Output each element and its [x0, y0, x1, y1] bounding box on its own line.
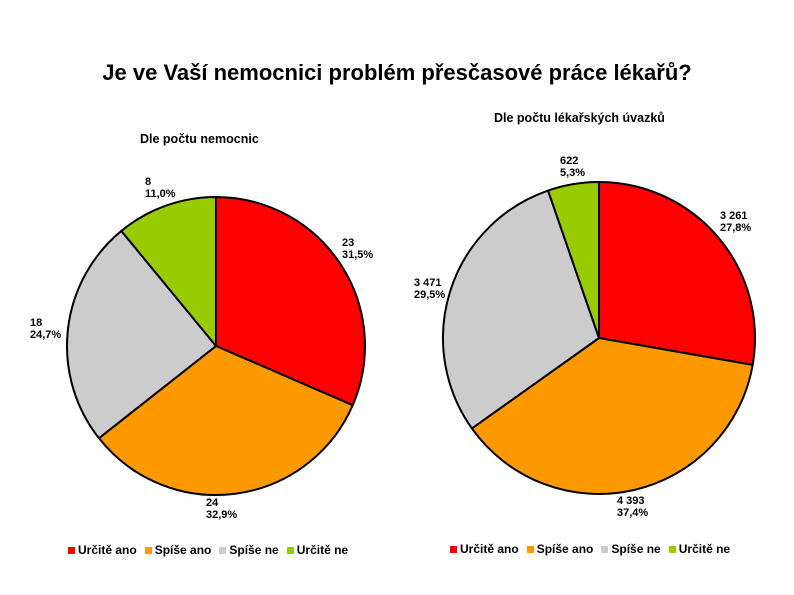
legend-label: Určitě ne — [678, 542, 731, 556]
chart-right-percent-spise-ano: 37,4% — [617, 507, 649, 519]
legend-item: Spíše ano — [144, 543, 212, 557]
chart-left-value-urcite-ne: 8 — [145, 176, 152, 188]
chart-right-label-spise-ano: 4 393 37,4% — [617, 495, 648, 519]
chart-right-label-spise-ne: 3 471 29,5% — [414, 277, 445, 301]
chart-right-value-spise-ano: 4 393 — [617, 495, 645, 507]
chart-left-legend: Určitě ano Spíše ano Spíše ne Určitě ne — [68, 543, 348, 557]
legend-label: Spíše ne — [611, 542, 661, 556]
chart-left-label-urcite-ne: 8 11,0% — [145, 176, 176, 200]
chart-right-slice-spise-ne — [442, 189, 600, 430]
chart-left-label-spise-ne: 18 24,7% — [30, 317, 61, 341]
legend-label: Spíše ano — [536, 542, 594, 556]
chart-right-title: Dle počtu lékařských úvazků — [494, 111, 665, 125]
legend-swatch-orange — [144, 546, 152, 554]
chart-left-title: Dle počtu nemocnic — [140, 132, 259, 146]
legend-item: Určitě ne — [668, 542, 731, 556]
legend-label: Určitě ne — [296, 543, 349, 557]
chart-right-label-urcite-ano: 3 261 27,8% — [720, 210, 751, 234]
page-title: Je ve Vaší nemocnici problém přesčasové … — [102, 60, 692, 85]
chart-left-value-spise-ano: 24 — [206, 497, 219, 509]
chart-left-label-spise-ano: 24 32,9% — [206, 497, 237, 521]
chart-left-slice-urcite-ano — [215, 196, 366, 407]
chart-left-percent-urcite-ne: 11,0% — [145, 188, 176, 200]
legend-swatch-gray — [219, 546, 227, 554]
chart-right-value-urcite-ano: 3 261 — [720, 210, 748, 222]
chart-right-legend: Určitě ano Spíše ano Spíše ne Určitě ne — [450, 542, 730, 556]
chart-left-slice-urcite-ne — [120, 196, 217, 347]
legend-item: Spíše ne — [601, 542, 661, 556]
legend-item: Spíše ne — [219, 543, 279, 557]
chart-right-value-spise-ne: 3 471 — [414, 277, 442, 289]
chart-left-percent-spise-ano: 32,9% — [206, 509, 238, 521]
chart-right-percent-spise-ne: 29,5% — [414, 289, 446, 301]
chart-left-percent-urcite-ano: 31,5% — [342, 249, 374, 261]
chart-left-value-urcite-ano: 23 — [342, 237, 355, 249]
chart-left-slice-spise-ne — [66, 229, 217, 440]
legend-label: Určitě ano — [460, 542, 519, 556]
legend-swatch-gray — [601, 545, 609, 553]
legend-swatch-green — [286, 546, 294, 554]
legend-swatch-green — [668, 545, 676, 553]
chart-right-slice-urcite-ano — [598, 181, 756, 366]
legend-swatch-orange — [526, 545, 534, 553]
legend-item: Spíše ano — [526, 542, 594, 556]
legend-label: Určitě ano — [78, 543, 137, 557]
chart-right-label-urcite-ne: 622 5,3% — [560, 155, 585, 179]
chart-left-percent-spise-ne: 24,7% — [30, 329, 62, 341]
legend-swatch-red — [68, 546, 75, 554]
chart-right-percent-urcite-ne: 5,3% — [560, 167, 586, 179]
chart-right-percent-urcite-ano: 27,8% — [720, 222, 752, 234]
chart-right-value-urcite-ne: 622 — [560, 155, 579, 167]
chart-right-slice-spise-ano — [470, 337, 754, 495]
legend-item: Určitě ano — [68, 543, 137, 557]
legend-label: Spíše ano — [154, 543, 212, 557]
chart-left-slice-spise-ano — [97, 345, 354, 496]
chart-left-value-spise-ne: 18 — [30, 317, 43, 329]
legend-label: Spíše ne — [229, 543, 279, 557]
legend-item: Určitě ne — [286, 543, 349, 557]
chart-left-label-urcite-ano: 23 31,5% — [342, 237, 373, 261]
legend-item: Určitě ano — [450, 542, 519, 556]
chart-right-slice-urcite-ne — [547, 181, 600, 339]
legend-swatch-red — [450, 545, 457, 553]
